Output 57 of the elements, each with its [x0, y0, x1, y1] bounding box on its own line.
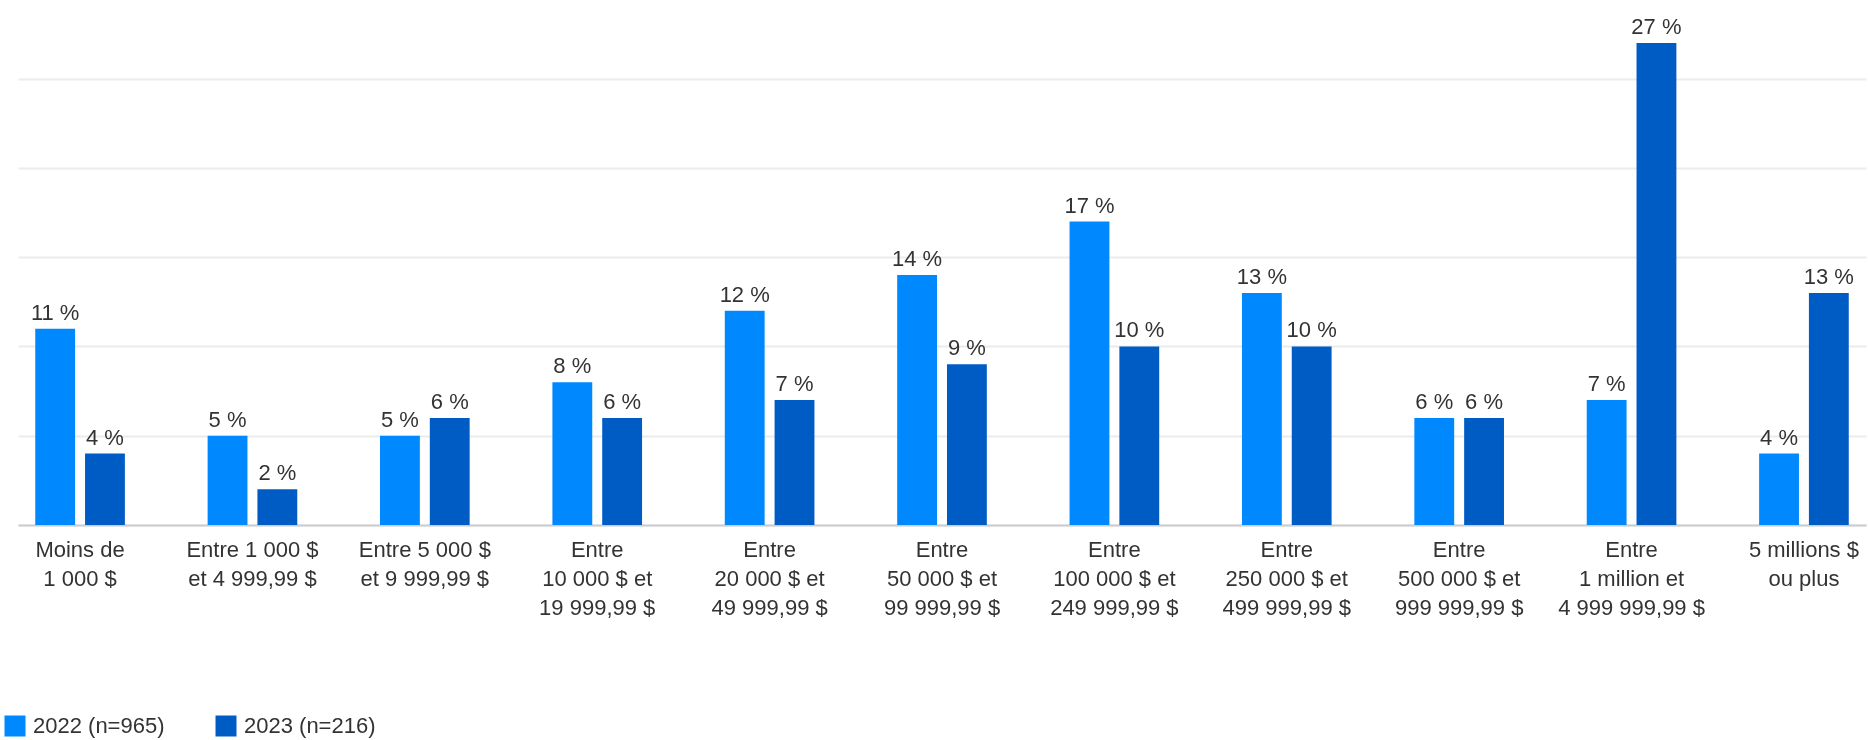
bar	[1414, 417, 1455, 525]
data-label: 6 %	[603, 388, 642, 414]
bar	[602, 417, 643, 525]
x-tick-label: Entre 20 000 $ et 49 999,99 $	[711, 536, 828, 620]
bar	[1586, 400, 1627, 525]
data-label: 4 %	[86, 424, 124, 450]
bar	[897, 275, 938, 525]
bar	[1291, 346, 1332, 525]
data-label: 5 %	[380, 406, 419, 432]
data-label: 17 %	[1064, 192, 1115, 218]
data-label: 5 %	[208, 406, 247, 432]
data-label: 7 %	[775, 371, 814, 397]
bar	[1759, 453, 1799, 525]
data-label: 14 %	[892, 246, 943, 272]
bar	[1069, 221, 1110, 525]
data-label: 13 %	[1236, 263, 1287, 289]
legend-label: 2022 (n=965)	[33, 713, 165, 738]
data-label: 12 %	[719, 281, 770, 307]
bar	[724, 310, 765, 525]
data-label: 9 %	[947, 335, 986, 361]
data-label: 27 %	[1631, 14, 1682, 39]
x-tick-label: Entre 5 000 $ et 9 999,99 $	[358, 536, 491, 591]
x-tick-label: Entre 10 000 $ et 19 999,99 $	[539, 536, 656, 620]
data-label: 11 %	[30, 299, 80, 325]
x-tick-label: Entre 50 000 $ et 99 999,99 $	[883, 536, 1001, 620]
data-label: 6 %	[1465, 388, 1504, 414]
data-label: 4 %	[1760, 424, 1798, 450]
bar	[1808, 292, 1849, 525]
bar	[1636, 43, 1677, 525]
bar	[85, 453, 125, 525]
x-tick-label: Entre 500 000 $ et 999 999,99 $	[1394, 536, 1524, 620]
data-label: 2 %	[258, 460, 297, 486]
bar	[1464, 417, 1504, 525]
x-tick-label: Entre 1 000 $ et 4 999,99 $	[186, 536, 319, 591]
bar	[380, 435, 420, 525]
bar	[946, 364, 987, 525]
bar	[1241, 292, 1282, 525]
bar	[429, 417, 470, 525]
x-tick-label: Moins de 1 000 $	[35, 536, 125, 591]
x-tick-label: 5 millions $ ou plus	[1748, 536, 1859, 591]
data-label: 8 %	[553, 353, 592, 379]
data-label: 6 %	[1415, 388, 1454, 414]
data-label: 6 %	[430, 388, 469, 414]
data-label: 10 %	[1114, 317, 1165, 343]
x-tick-label: Entre 100 000 $ et 249 999,99 $	[1050, 536, 1179, 620]
x-tick-label: Entre 1 million et 4 999 999,99 $	[1558, 536, 1705, 620]
data-label: 13 %	[1803, 263, 1854, 289]
bar	[35, 328, 76, 525]
legend-label: 2023 (n=216)	[244, 713, 376, 738]
bar	[257, 489, 298, 525]
bar	[1119, 346, 1160, 525]
bar	[774, 400, 815, 525]
bar	[552, 382, 593, 525]
bar	[207, 435, 248, 525]
data-label: 10 %	[1286, 317, 1337, 343]
data-label: 7 %	[1587, 371, 1626, 397]
x-tick-label: Entre 250 000 $ et 499 999,99 $	[1222, 536, 1352, 620]
